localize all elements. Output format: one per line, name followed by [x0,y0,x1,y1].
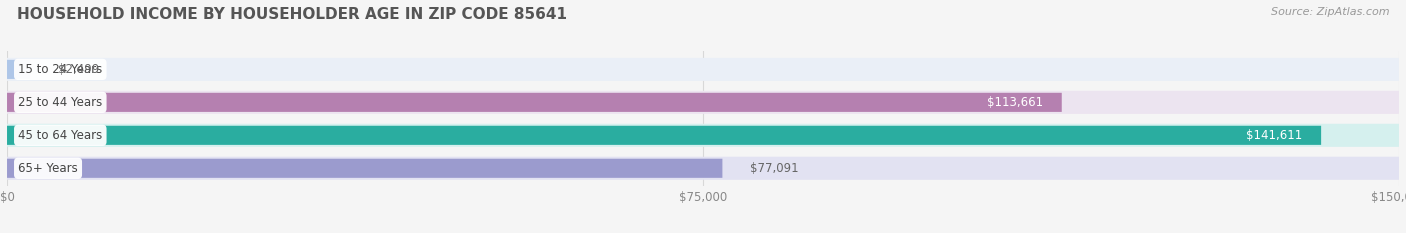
Text: 65+ Years: 65+ Years [18,162,77,175]
Text: $77,091: $77,091 [751,162,799,175]
FancyBboxPatch shape [7,60,30,79]
FancyBboxPatch shape [7,58,1399,81]
Text: 25 to 44 Years: 25 to 44 Years [18,96,103,109]
FancyBboxPatch shape [7,91,1399,114]
Text: HOUSEHOLD INCOME BY HOUSEHOLDER AGE IN ZIP CODE 85641: HOUSEHOLD INCOME BY HOUSEHOLDER AGE IN Z… [17,7,567,22]
FancyBboxPatch shape [7,93,1062,112]
FancyBboxPatch shape [7,157,1399,180]
FancyBboxPatch shape [7,124,1399,147]
Text: Source: ZipAtlas.com: Source: ZipAtlas.com [1271,7,1389,17]
Text: 45 to 64 Years: 45 to 64 Years [18,129,103,142]
FancyBboxPatch shape [7,159,723,178]
FancyBboxPatch shape [7,126,1322,145]
Text: 15 to 24 Years: 15 to 24 Years [18,63,103,76]
Text: $113,661: $113,661 [987,96,1043,109]
Text: $2,499: $2,499 [58,63,100,76]
Text: $141,611: $141,611 [1246,129,1302,142]
